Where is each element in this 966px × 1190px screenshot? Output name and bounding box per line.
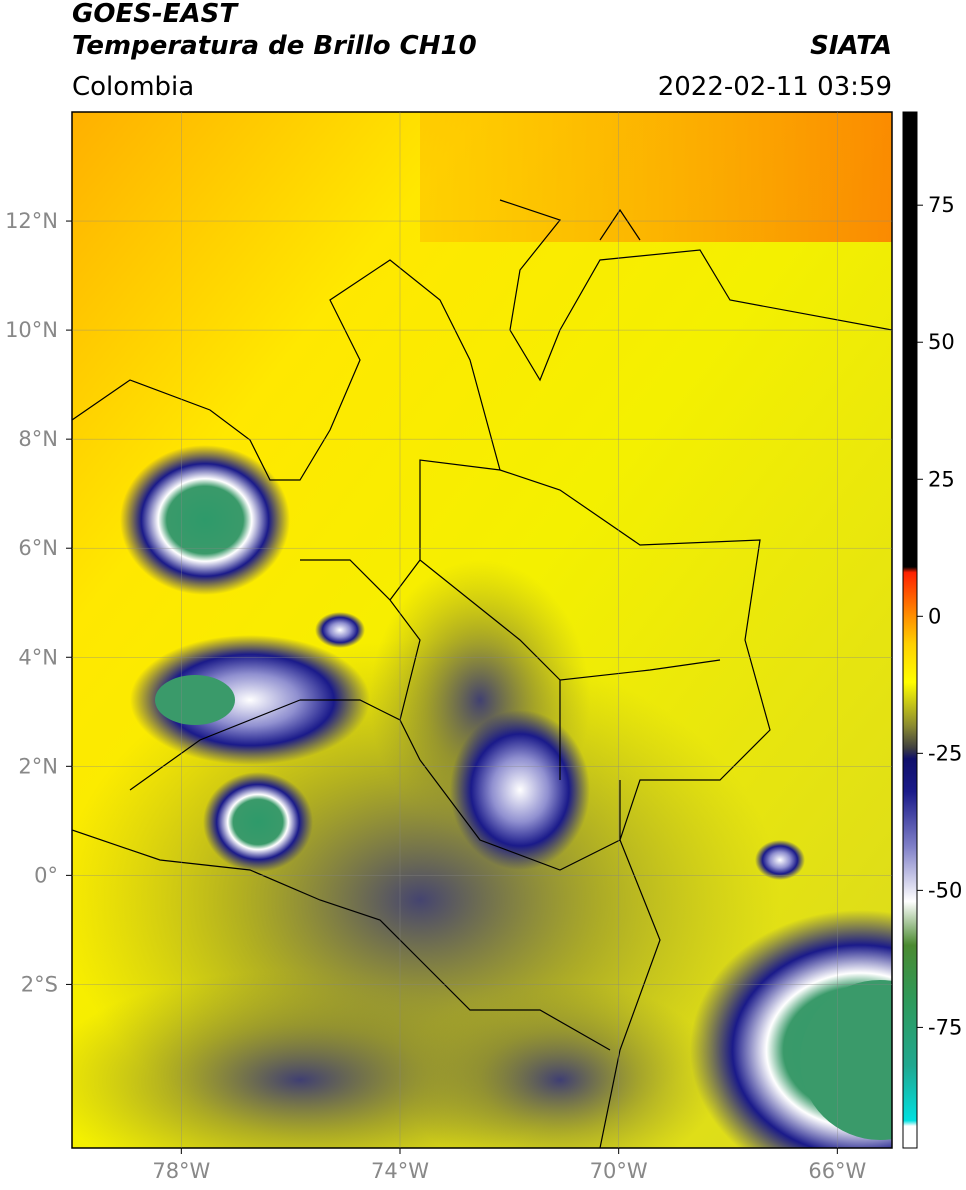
- colorbar-segment: [903, 846, 917, 902]
- lat-tick-label: 8°N: [18, 427, 58, 451]
- colorbar-segment: [903, 1120, 917, 1127]
- colorbar-tick-label: 0: [928, 604, 941, 628]
- lat-tick-label: 10°N: [5, 318, 58, 342]
- colorbar-segment: [903, 682, 917, 726]
- lat-tick-label: 2°S: [21, 972, 58, 996]
- colorbar-tick-label: -25: [928, 741, 962, 765]
- lat-tick-label: 6°N: [18, 536, 58, 560]
- region: Colombia: [72, 72, 194, 102]
- lat-tick-label: 2°N: [18, 754, 58, 778]
- colorbar-segment: [903, 566, 917, 573]
- colorbar-segment: [903, 643, 917, 683]
- lon-tick-label: 70°W: [590, 1159, 648, 1183]
- satellite-image: [72, 112, 892, 1148]
- colorbar-tick-label: -75: [928, 1015, 962, 1039]
- colorbar-segment: [903, 725, 917, 748]
- colorbar: 75 50 25 0 -25 -50 -75: [903, 112, 962, 1148]
- lon-tick-label: 66°W: [808, 1159, 866, 1183]
- colorbar-segment: [903, 1126, 917, 1148]
- colorbar-segment: [903, 758, 917, 792]
- colorbar-tick-label: 50: [928, 330, 955, 354]
- lat-tick-label: 4°N: [18, 645, 58, 669]
- colorbar-segment: [903, 747, 917, 759]
- lon-tick-label: 78°W: [152, 1159, 210, 1183]
- source: SIATA: [810, 31, 892, 61]
- colorbar-tick-label: -50: [928, 878, 962, 902]
- lat-tick-label: 0°: [34, 863, 58, 887]
- colorbar-segment: [903, 572, 917, 617]
- colorbar-segment: [903, 1000, 917, 1066]
- colorbar-segment: [903, 112, 917, 567]
- lat-tick-label: 12°N: [5, 209, 58, 233]
- timestamp: 2022-02-11 03:59: [658, 72, 892, 102]
- colorbar-tick-label: 25: [928, 467, 955, 491]
- colorbar-tick-label: 75: [928, 193, 955, 217]
- colorbar-segment: [903, 1065, 917, 1121]
- colorbar-frame: [902, 111, 918, 1149]
- title: GOES-EAST: [72, 0, 239, 29]
- subtitle: Temperatura de Brillo CH10: [72, 31, 477, 61]
- map-frame: [71, 111, 893, 1149]
- lon-tick-label: 74°W: [371, 1159, 429, 1183]
- graticule: 78°W 74°W 70°W 66°W 12°N 10°N 8°N 6°N 4°N 2°N 0° 2°…: [5, 112, 892, 1183]
- colorbar-segment: [903, 791, 917, 847]
- colorbar-segment: [903, 901, 917, 946]
- colorbar-segment: [903, 616, 917, 644]
- colorbar-segment: [903, 945, 917, 1000]
